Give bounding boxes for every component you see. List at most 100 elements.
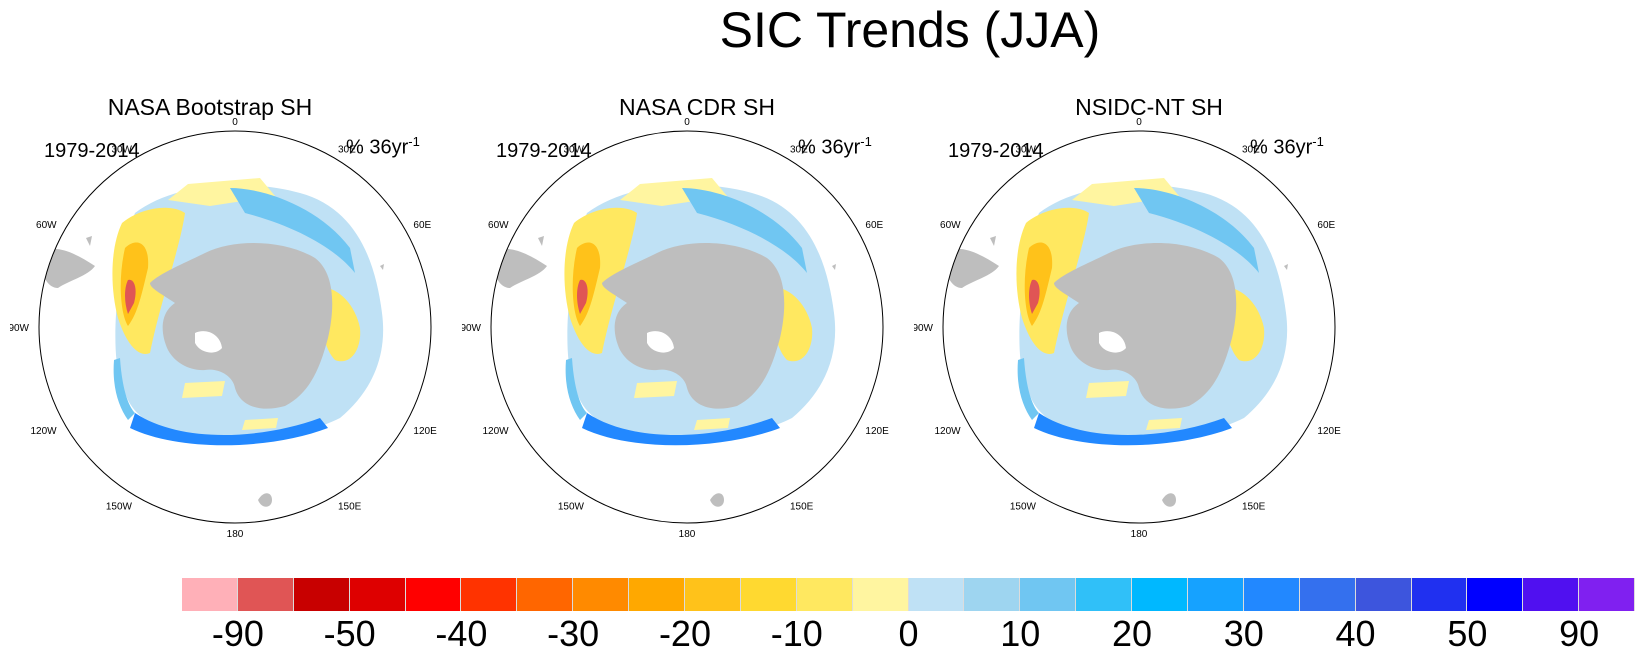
trend-patch-positive-max [577, 279, 588, 314]
longitude-label: 150E [1242, 501, 1266, 512]
longitude-label: 180 [227, 529, 244, 540]
colorbar-swatch [349, 578, 406, 611]
kerguelen-island [832, 264, 836, 270]
trend-patch-positive [634, 381, 677, 398]
longitude-label: 90W [10, 323, 30, 334]
period-label: 1979-2014 [496, 140, 592, 162]
trend-patch-negative-strong [582, 413, 780, 446]
colorbar-tick-label: -50 [323, 613, 376, 654]
colorbar-swatch [573, 578, 630, 611]
map-content [39, 131, 431, 523]
colorbar-swatch [629, 578, 686, 611]
panel-title: NASA Bootstrap SH [107, 94, 313, 120]
trend-patch-negative [682, 188, 807, 273]
longitude-label: 180 [679, 529, 696, 540]
longitude-label: 60E [865, 220, 883, 231]
trend-patch-positive [694, 418, 730, 430]
longitude-label: 60E [413, 220, 431, 231]
colorbar-tick-label: 40 [1335, 613, 1376, 654]
south-america [944, 248, 999, 288]
units-label: % 36yr-1 [798, 134, 872, 159]
colorbar-swatch [1132, 578, 1189, 611]
trend-patch-positive [182, 381, 225, 398]
longitude-label: 30E [790, 145, 808, 156]
map-panel-nasa-bootstrap: 030E60E90E120E150E180150W120W90W60W30W N… [10, 88, 440, 548]
antarctica [602, 242, 785, 409]
colorbar-tick-label: -30 [547, 613, 600, 654]
longitude-label: 150W [558, 501, 585, 512]
polar-map: 030E60E90E120E150E180150W120W90W60W30W [462, 117, 889, 540]
longitude-label: 180 [1131, 529, 1148, 540]
colorbar-swatch [1411, 578, 1468, 611]
longitude-label: 120W [30, 426, 57, 437]
colorbar-swatch [1355, 578, 1412, 611]
map-panel-nsidc-nt: 030E60E90E120E150E180150W120W90W60W30W N… [914, 88, 1344, 548]
antarctica [1054, 242, 1237, 409]
colorbar-swatch [1579, 578, 1636, 611]
colorbar-swatch [1076, 578, 1133, 611]
colorbar-swatch [1020, 578, 1077, 611]
trend-patch-positive [1146, 418, 1182, 430]
longitude-label: 120E [1317, 426, 1341, 437]
trend-patch-positive [242, 418, 278, 430]
longitude-label: 30E [338, 145, 356, 156]
antarctica [150, 242, 333, 409]
colorbar-tick-label: 50 [1447, 613, 1488, 654]
trend-patch-negative [1017, 358, 1039, 420]
trend-patch-negative [230, 188, 355, 273]
colorbar-swatch [1299, 578, 1356, 611]
map-frame [38, 130, 432, 524]
longitude-label: 150W [106, 501, 133, 512]
trend-patch-negative [565, 358, 587, 420]
longitude-label: 0 [232, 117, 238, 128]
longitude-label: 0 [684, 117, 690, 128]
south-america [492, 248, 547, 288]
new-zealand [1162, 493, 1176, 507]
colorbar-swatch [461, 578, 518, 611]
map-content [943, 131, 1335, 523]
trend-patch-negative [113, 358, 135, 420]
colorbar-swatch [740, 578, 797, 611]
colorbar-tick-label: 90 [1559, 613, 1600, 654]
longitude-label: 150E [790, 501, 814, 512]
longitude-label: 120W [482, 426, 509, 437]
ross-ice-shelf [647, 331, 674, 353]
falkland-islands [538, 236, 544, 246]
kerguelen-island [380, 264, 384, 270]
colorbar-swatch [237, 578, 294, 611]
trend-patch-positive-max [1029, 279, 1040, 314]
trend-patch-positive-max [125, 279, 136, 314]
longitude-label: 30W [111, 145, 132, 156]
map-content [491, 131, 883, 523]
longitude-label: 60W [940, 220, 961, 231]
colorbar-swatch [182, 578, 238, 611]
falkland-islands [990, 236, 996, 246]
ross-ice-shelf [1099, 331, 1126, 353]
colorbar-swatch [964, 578, 1021, 611]
longitude-label: 60W [36, 220, 57, 231]
colorbar-swatch [796, 578, 853, 611]
colorbar-swatch [1188, 578, 1244, 611]
units-label: % 36yr-1 [346, 134, 420, 159]
colorbar-swatch [517, 578, 574, 611]
colorbar-tick-label: 10 [1000, 613, 1041, 654]
new-zealand [258, 493, 272, 507]
colorbar-tick-label: 30 [1223, 613, 1264, 654]
trend-patch-negative-strong [1034, 413, 1232, 446]
map-panel-nasa-cdr: 030E60E90E120E150E180150W120W90W60W30W N… [462, 88, 892, 548]
falkland-islands [86, 236, 92, 246]
ross-ice-shelf [195, 331, 222, 353]
longitude-label: 90W [462, 323, 482, 334]
trend-patch-negative-strong [130, 413, 328, 446]
colorbar-tick-label: 20 [1112, 613, 1153, 654]
colorbar-tick-label: -40 [435, 613, 488, 654]
longitude-label: 150W [1010, 501, 1037, 512]
panel-title: NASA CDR SH [619, 94, 775, 120]
trend-patch-positive [1086, 381, 1129, 398]
longitude-label: 30E [1242, 145, 1260, 156]
colorbar-swatch [1467, 578, 1524, 611]
longitude-label: 150E [338, 501, 362, 512]
polar-map: 030E60E90E120E150E180150W120W90W60W30W [10, 117, 437, 540]
map-frame [490, 130, 884, 524]
colorbar [182, 578, 1636, 611]
